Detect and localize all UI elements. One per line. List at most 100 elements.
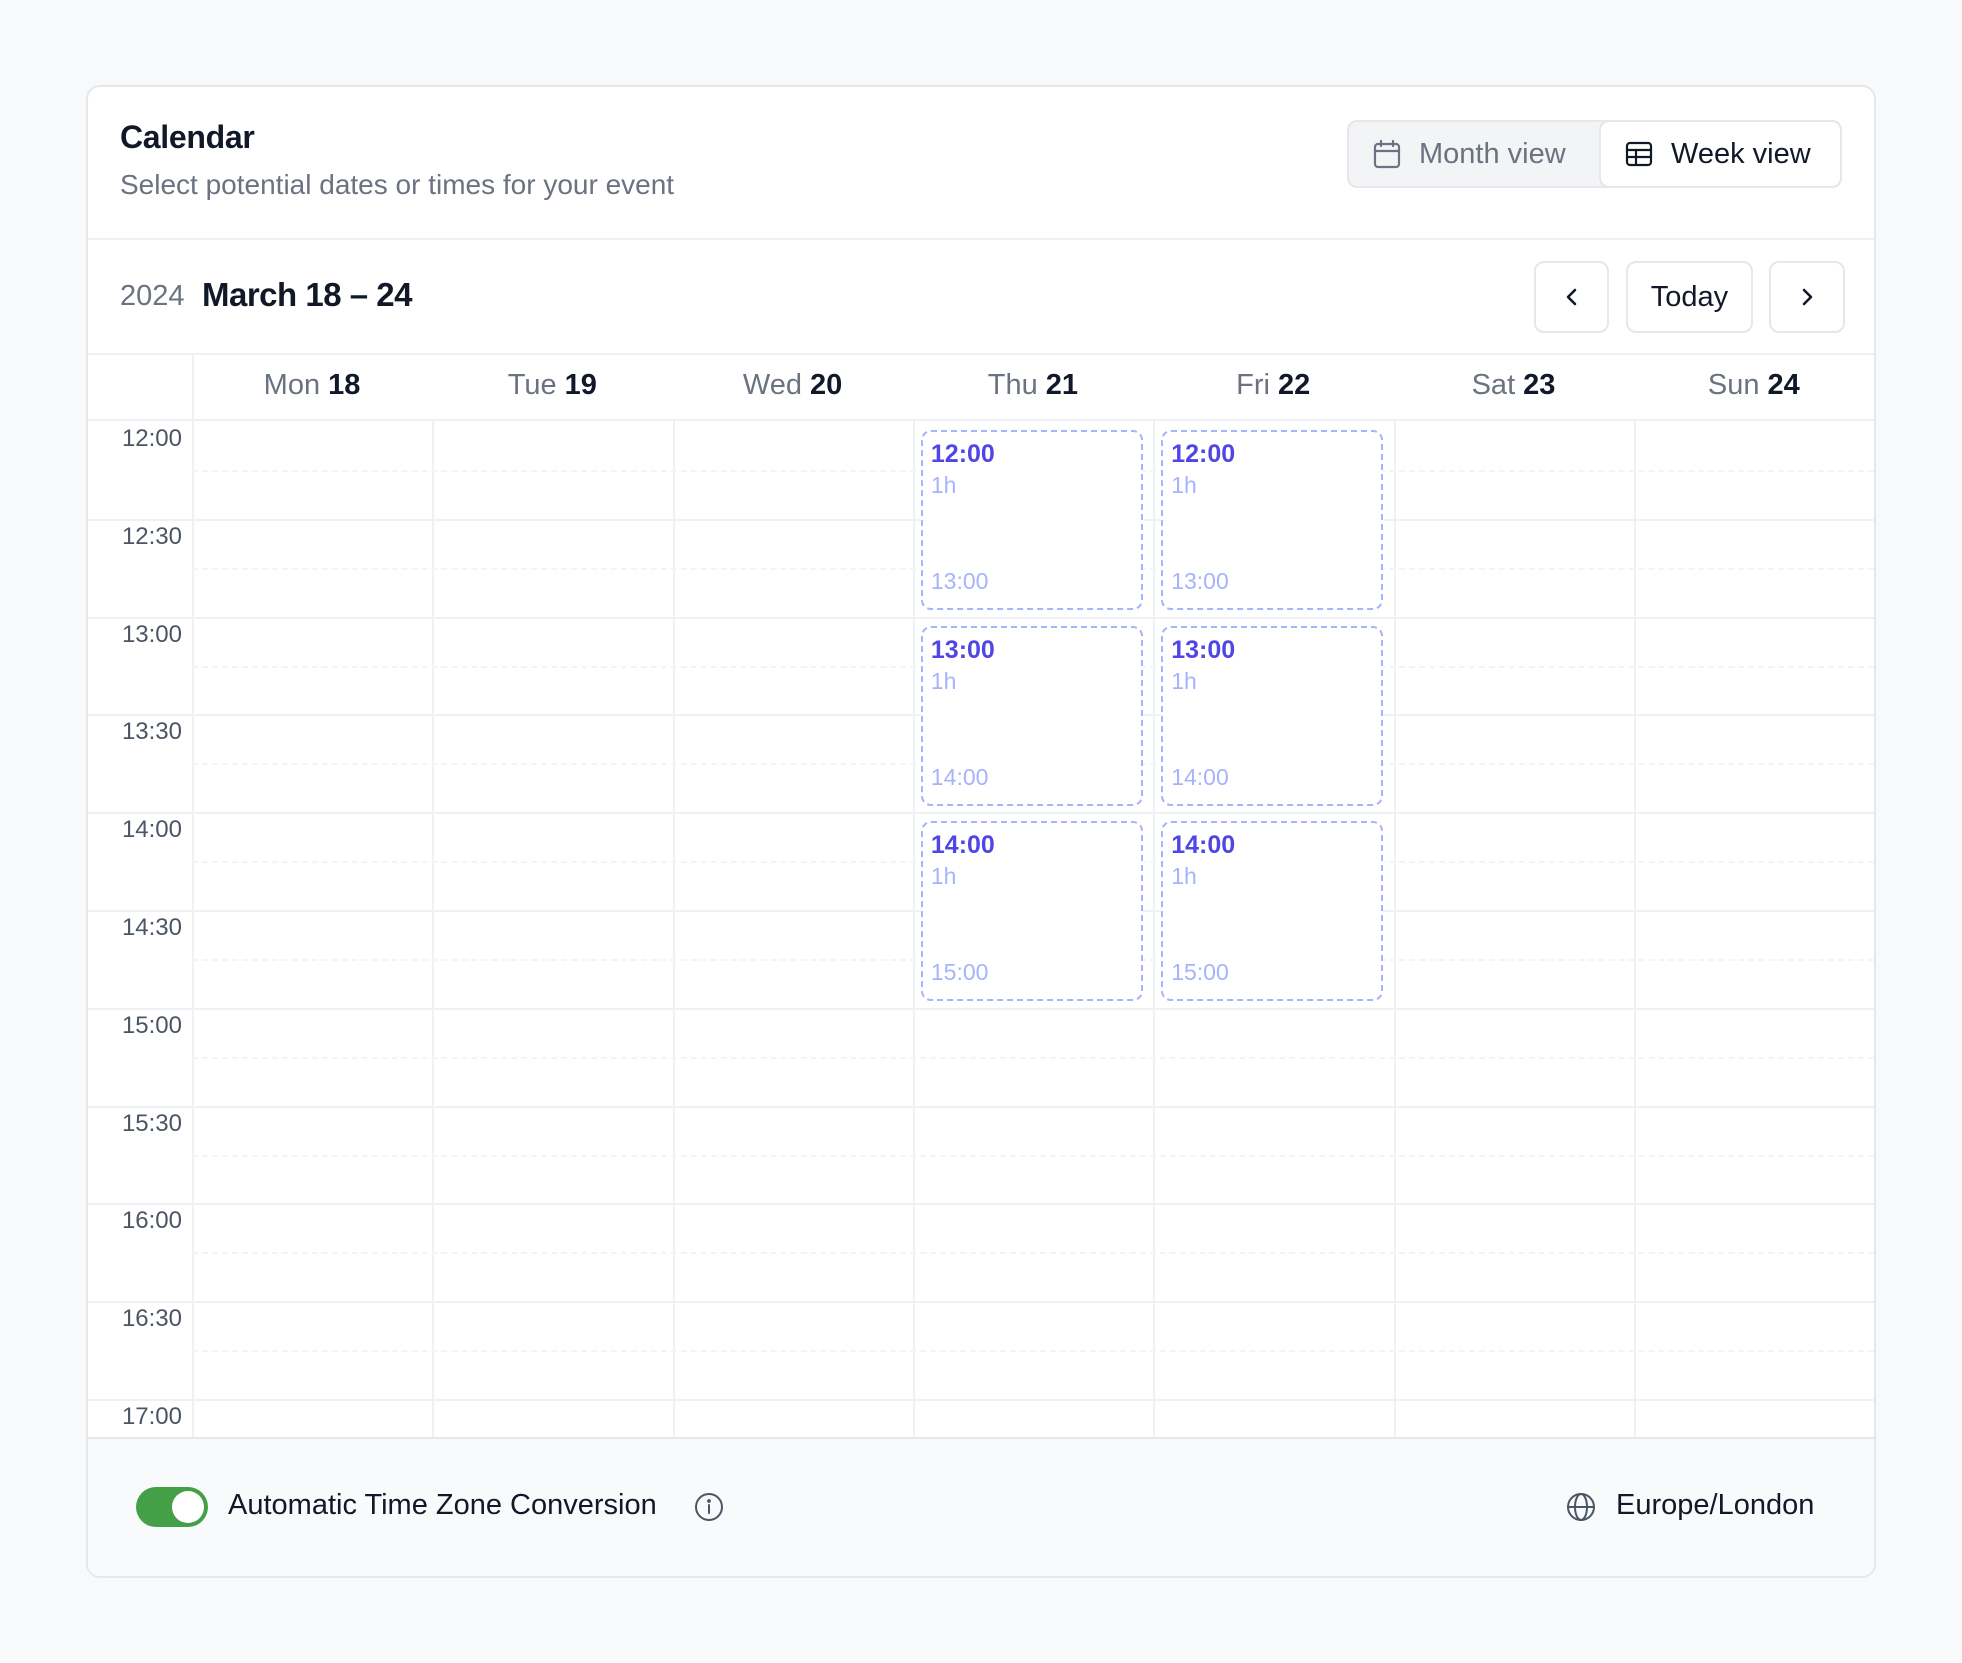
- info-icon[interactable]: [694, 1492, 724, 1522]
- day-header-tue: Tue 19: [432, 369, 672, 402]
- month-view-label: Month view: [1419, 137, 1566, 170]
- view-toggle: Month view Week view: [1347, 120, 1842, 188]
- previous-week-button[interactable]: [1534, 261, 1609, 333]
- column-divider: [1633, 421, 1636, 1529]
- column-divider: [672, 421, 675, 1529]
- year-label: 2024: [120, 280, 185, 312]
- globe-icon: [1567, 1493, 1595, 1521]
- slot-start-time: 14:00: [1171, 831, 1236, 860]
- time-label: 17:00: [121, 1403, 182, 1430]
- day-date: 22: [1277, 369, 1311, 401]
- half-hour-line: [88, 1007, 1874, 1010]
- half-hour-line: [88, 1399, 1874, 1401]
- time-gutter-divider: [192, 355, 194, 421]
- timezone-value: Europe/London: [1616, 1489, 1815, 1521]
- timezone-conversion-toggle[interactable]: [136, 1487, 208, 1527]
- time-label: 12:30: [121, 522, 182, 550]
- day-date: 18: [328, 369, 361, 401]
- quarter-hour-line: [192, 1350, 1874, 1353]
- day-name: Thu: [987, 369, 1038, 401]
- slot-end-time: 13:00: [930, 568, 989, 594]
- time-label: 13:00: [121, 620, 182, 648]
- calendar-toolbar: 2024 March 18 – 24 Today: [88, 240, 1874, 355]
- column-divider: [1153, 421, 1156, 1529]
- slot-end-time: 14:00: [930, 763, 989, 790]
- time-slot-thu-1300[interactable]: 13:00 1h 14:00: [920, 625, 1143, 806]
- day-header-sun: Sun 24: [1634, 369, 1874, 402]
- time-label: 14:30: [121, 914, 182, 941]
- slot-duration: 1h: [930, 667, 957, 694]
- time-slot-thu-1200[interactable]: 12:00 1h 13:00: [920, 430, 1143, 610]
- calendar-card: Calendar Select potential dates or times…: [86, 85, 1876, 1578]
- slot-start-time: 12:00: [930, 440, 995, 468]
- day-date: 21: [1045, 369, 1079, 401]
- half-hour-line: [88, 616, 1874, 619]
- day-header-row: Mon 18 Tue 19 Wed 20 Thu 21 Fri 22 Sat 23 Sun 24: [88, 355, 1874, 421]
- time-label: 16:30: [121, 1305, 182, 1333]
- day-date: 20: [810, 369, 843, 401]
- card-header: Calendar Select potential dates or times…: [88, 87, 1874, 240]
- time-grid-body: 12:00 12:30 13:00 13:30 14:00 14:30 15:00 15:30…: [88, 421, 1874, 1529]
- date-range-title: March 18 – 24: [202, 276, 412, 313]
- slot-end-time: 15:00: [930, 959, 989, 986]
- slot-start-time: 12:00: [1171, 440, 1236, 468]
- time-slot-fri-1200[interactable]: 12:00 1h 13:00: [1161, 430, 1384, 610]
- slot-start-time: 13:00: [1171, 635, 1236, 664]
- day-header-thu: Thu 21: [913, 369, 1153, 402]
- column-divider: [192, 421, 194, 1529]
- half-hour-line: [88, 1301, 1874, 1304]
- card-footer: Automatic Time Zone Conversion Europe/Lo…: [88, 1437, 1874, 1576]
- day-header-sat: Sat 23: [1394, 369, 1634, 402]
- day-name: Sat: [1471, 369, 1516, 401]
- slot-duration: 1h: [930, 863, 957, 890]
- time-slot-thu-1400[interactable]: 14:00 1h 15:00: [920, 821, 1143, 1002]
- time-label: 12:00: [121, 425, 182, 452]
- half-hour-line: [88, 1105, 1874, 1108]
- column-divider: [432, 421, 435, 1529]
- card-subtitle: Select potential dates or times for your…: [120, 169, 675, 200]
- time-label: 15:30: [121, 1109, 182, 1137]
- day-name: Sun: [1707, 369, 1760, 401]
- time-slot-fri-1400[interactable]: 14:00 1h 15:00: [1161, 821, 1384, 1002]
- next-week-button[interactable]: [1769, 261, 1845, 333]
- week-grid: Mon 18 Tue 19 Wed 20 Thu 21 Fri 22 Sat 23 Sun 24 12:0…: [88, 355, 1874, 1529]
- slot-end-time: 15:00: [1171, 959, 1229, 986]
- week-view-label: Week view: [1671, 137, 1811, 170]
- card-title: Calendar: [120, 119, 255, 155]
- time-label: 13:30: [121, 718, 182, 746]
- column-divider: [912, 421, 915, 1529]
- toggle-knob: [172, 1491, 204, 1523]
- quarter-hour-line: [192, 1252, 1874, 1255]
- half-hour-line: [88, 1203, 1874, 1206]
- day-name: Tue: [507, 369, 557, 401]
- time-label: 15:00: [121, 1011, 182, 1039]
- slot-end-time: 13:00: [1171, 568, 1229, 594]
- day-name: Fri: [1236, 369, 1270, 401]
- day-date: 24: [1767, 369, 1800, 401]
- day-date: 23: [1523, 369, 1556, 401]
- day-date: 19: [564, 369, 597, 401]
- today-button[interactable]: Today: [1626, 261, 1753, 333]
- slot-start-time: 14:00: [930, 831, 995, 860]
- slot-duration: 1h: [930, 472, 957, 498]
- quarter-hour-line: [192, 1154, 1874, 1157]
- timezone-conversion-label: Automatic Time Zone Conversion: [228, 1489, 657, 1521]
- slot-start-time: 13:00: [930, 635, 995, 664]
- calendar-icon: [1373, 139, 1401, 169]
- time-slot-fri-1300[interactable]: 13:00 1h 14:00: [1161, 625, 1384, 806]
- column-divider: [1393, 421, 1396, 1529]
- slot-duration: 1h: [1171, 667, 1197, 694]
- table-grid-icon: [1625, 141, 1653, 167]
- slot-duration: 1h: [1171, 472, 1197, 498]
- month-view-button[interactable]: Month view: [1349, 122, 1599, 186]
- time-label: 16:00: [121, 1207, 182, 1235]
- quarter-hour-line: [192, 1056, 1874, 1059]
- day-header-wed: Wed 20: [673, 369, 913, 402]
- day-header-mon: Mon 18: [192, 369, 432, 402]
- slot-end-time: 14:00: [1171, 763, 1229, 790]
- chevron-left-icon: [1566, 288, 1576, 306]
- day-header-fri: Fri 22: [1153, 369, 1393, 402]
- day-name: Mon: [263, 369, 321, 401]
- slot-duration: 1h: [1171, 863, 1197, 890]
- week-view-button[interactable]: Week view: [1599, 120, 1842, 188]
